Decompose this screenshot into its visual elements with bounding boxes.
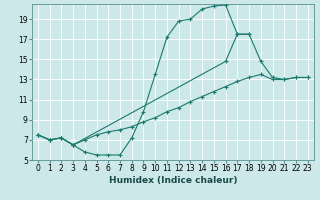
X-axis label: Humidex (Indice chaleur): Humidex (Indice chaleur) — [108, 176, 237, 185]
